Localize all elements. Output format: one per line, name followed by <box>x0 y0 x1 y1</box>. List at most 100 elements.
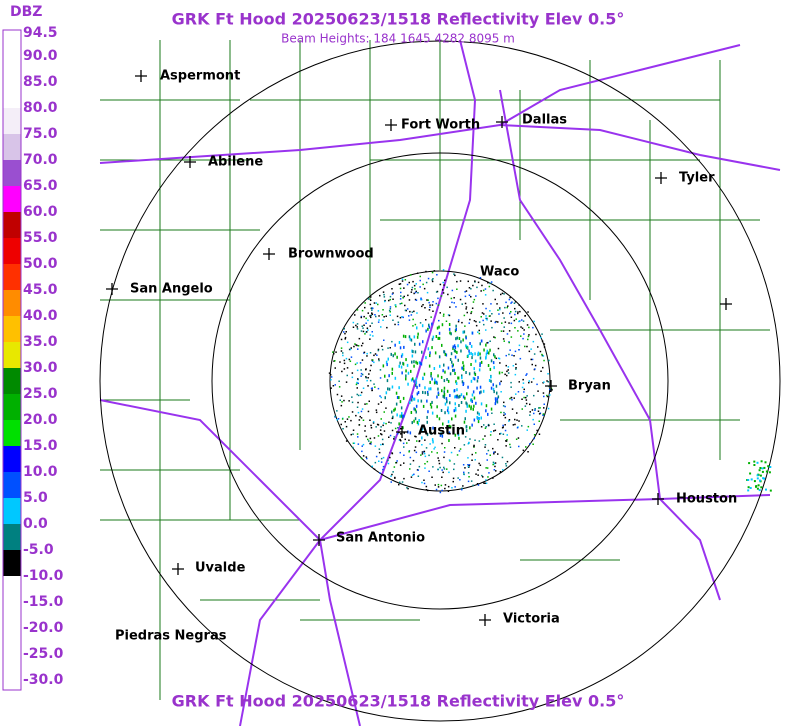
echo <box>480 360 483 364</box>
echo <box>473 320 476 322</box>
echo <box>405 309 407 312</box>
city-label: Tyler <box>679 171 715 186</box>
echo <box>441 323 444 327</box>
echo <box>444 352 447 356</box>
echo <box>450 332 452 336</box>
colorbar-label: 30.0 <box>23 360 58 376</box>
echo <box>481 284 483 287</box>
echo <box>442 369 444 373</box>
echo <box>422 390 424 394</box>
echo <box>533 437 535 440</box>
echo <box>533 353 536 355</box>
echo <box>429 380 431 384</box>
echo <box>365 322 367 324</box>
echo <box>537 346 539 348</box>
echo <box>372 422 375 424</box>
echo <box>361 450 363 453</box>
echo <box>455 382 458 385</box>
city-marker <box>184 156 196 168</box>
echo <box>443 363 445 367</box>
echo <box>480 402 483 406</box>
echo <box>441 434 444 438</box>
echo <box>756 487 759 490</box>
echo <box>506 374 508 377</box>
echo <box>451 487 453 489</box>
echo <box>421 427 424 431</box>
echo <box>461 488 463 491</box>
echo <box>452 477 455 480</box>
echo <box>468 464 471 466</box>
echo <box>455 408 457 412</box>
echo <box>530 348 532 350</box>
echo <box>430 372 432 375</box>
echo <box>496 400 499 404</box>
echo <box>532 377 535 380</box>
echo <box>470 288 472 290</box>
echo <box>455 324 457 328</box>
echo <box>485 343 487 347</box>
echo <box>476 415 478 419</box>
echo <box>467 472 470 474</box>
echo <box>527 335 530 338</box>
echo <box>340 338 343 341</box>
echo <box>422 376 424 380</box>
echo <box>394 427 397 430</box>
echo <box>756 461 759 464</box>
echo <box>517 330 519 332</box>
echo <box>348 400 350 402</box>
echo <box>374 314 376 316</box>
echo <box>530 381 533 383</box>
echo <box>333 353 335 355</box>
city-marker <box>172 563 184 575</box>
echo <box>398 386 400 390</box>
echo <box>381 314 384 316</box>
echo <box>510 397 513 399</box>
echo <box>365 368 367 371</box>
echo <box>546 394 548 397</box>
echo <box>401 280 404 282</box>
echo <box>382 443 384 445</box>
echo <box>410 476 413 478</box>
echo <box>411 349 413 353</box>
echo <box>427 299 429 301</box>
echo <box>419 279 421 282</box>
city-marker <box>396 426 408 438</box>
echo <box>503 317 505 319</box>
echo <box>434 446 436 449</box>
echo <box>371 465 373 468</box>
echo <box>508 341 510 344</box>
echo <box>340 350 343 352</box>
echo <box>404 438 406 441</box>
echo <box>478 462 480 465</box>
echo <box>362 455 365 457</box>
echo <box>548 359 550 362</box>
echo <box>436 274 438 276</box>
echo <box>461 366 463 370</box>
echo <box>328 372 331 374</box>
echo <box>436 405 438 409</box>
echo <box>423 482 426 485</box>
echo <box>356 433 359 435</box>
echo <box>475 473 477 475</box>
echo <box>452 345 454 349</box>
echo <box>413 360 415 364</box>
echo <box>402 396 405 400</box>
footer-title: GRK Ft Hood 20250623/1518 Reflectivity E… <box>172 692 625 711</box>
echo <box>424 307 426 309</box>
echo <box>444 411 446 415</box>
echo <box>514 307 516 310</box>
echo <box>514 310 517 313</box>
echo <box>380 443 382 446</box>
echo <box>462 464 465 466</box>
echo <box>375 302 377 304</box>
echo <box>359 394 362 396</box>
echo <box>759 474 762 477</box>
echo <box>387 347 389 349</box>
echo <box>426 291 429 294</box>
echo <box>410 411 413 414</box>
echo <box>497 453 499 455</box>
echo <box>468 294 471 296</box>
echo <box>406 363 409 367</box>
echo <box>524 345 526 348</box>
echo <box>415 381 418 385</box>
